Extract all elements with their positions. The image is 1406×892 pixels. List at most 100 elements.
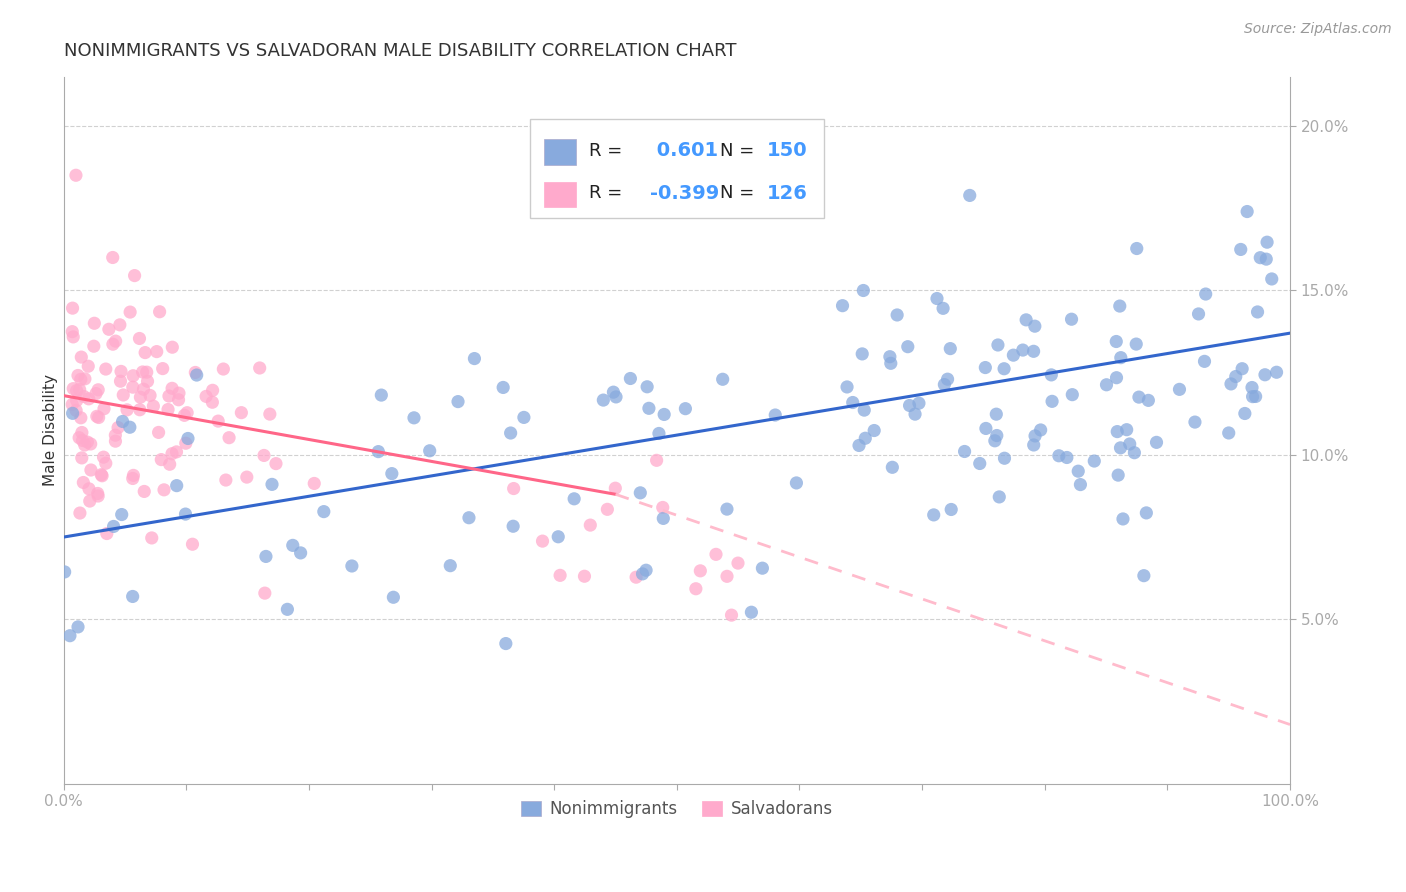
Point [177, 432, 200, 446]
Point [135, 365, 157, 379]
Point [1135, 506, 1157, 520]
Point [1256, 252, 1278, 267]
Point [69, 383, 91, 397]
Point [1105, 370, 1128, 384]
Point [1125, 337, 1147, 351]
Text: Source: ZipAtlas.com: Source: ZipAtlas.com [1244, 22, 1392, 37]
Point [1184, 415, 1206, 429]
Point [70, 450, 93, 465]
Point [1261, 272, 1284, 286]
Point [173, 409, 195, 423]
Point [579, 518, 602, 533]
Point [86, 409, 108, 424]
Point [740, 605, 762, 619]
Point [259, 407, 281, 421]
Point [882, 460, 904, 475]
Point [60, 325, 83, 339]
Point [181, 537, 204, 551]
Point [141, 531, 163, 545]
Point [988, 490, 1011, 504]
Point [513, 410, 536, 425]
Text: R =: R = [589, 185, 621, 202]
Point [174, 436, 197, 450]
Point [107, 420, 129, 434]
Point [1107, 425, 1129, 439]
Point [167, 386, 190, 401]
Point [548, 568, 571, 582]
Point [1011, 343, 1033, 357]
Point [94, 456, 117, 470]
Point [1187, 307, 1209, 321]
Point [121, 471, 143, 485]
Point [59, 629, 82, 643]
Point [1083, 454, 1105, 468]
Point [685, 582, 707, 596]
Point [939, 342, 962, 356]
Point [1067, 464, 1090, 478]
Point [281, 538, 304, 552]
Y-axis label: Male Disability: Male Disability [44, 374, 58, 486]
Point [159, 457, 181, 471]
Point [77, 392, 100, 406]
Point [863, 424, 886, 438]
Point [984, 434, 1007, 448]
Point [1095, 377, 1118, 392]
Point [90, 467, 112, 482]
Point [986, 428, 1008, 442]
Point [1024, 319, 1046, 334]
Point [69, 372, 91, 386]
Point [648, 426, 671, 441]
Point [65, 403, 87, 417]
Point [1137, 393, 1160, 408]
Point [751, 561, 773, 575]
Point [1062, 387, 1084, 401]
Point [1241, 390, 1264, 404]
Point [831, 299, 853, 313]
Point [848, 438, 870, 452]
Point [108, 318, 131, 332]
Point [149, 305, 172, 319]
Point [602, 385, 624, 400]
Point [73, 372, 96, 386]
Point [184, 366, 207, 380]
Point [70, 425, 93, 440]
Text: 126: 126 [766, 184, 807, 202]
Point [936, 372, 959, 386]
Point [1047, 449, 1070, 463]
Point [67, 431, 90, 445]
Point [97, 322, 120, 336]
Point [651, 500, 673, 515]
Point [131, 365, 153, 379]
Point [72, 475, 94, 490]
Point [1040, 394, 1063, 409]
Point [1244, 389, 1267, 403]
Point [276, 602, 298, 616]
Point [83, 316, 105, 330]
Point [704, 547, 727, 561]
Point [851, 347, 873, 361]
Point [1128, 390, 1150, 404]
Point [904, 407, 927, 421]
Point [880, 356, 903, 370]
Point [118, 420, 141, 434]
Point [115, 402, 138, 417]
Point [83, 339, 105, 353]
Text: 150: 150 [766, 141, 807, 161]
Point [1126, 242, 1149, 256]
Point [382, 591, 405, 605]
Point [201, 395, 224, 409]
Point [993, 451, 1015, 466]
Point [628, 486, 651, 500]
Point [1069, 477, 1091, 491]
Point [104, 428, 127, 442]
Point [186, 368, 208, 382]
Point [62, 406, 84, 420]
Point [1108, 299, 1130, 313]
Point [111, 508, 134, 522]
Point [986, 407, 1008, 421]
Point [1056, 450, 1078, 465]
Point [120, 305, 142, 319]
Point [619, 371, 641, 385]
Point [1109, 441, 1132, 455]
Point [84, 386, 107, 401]
